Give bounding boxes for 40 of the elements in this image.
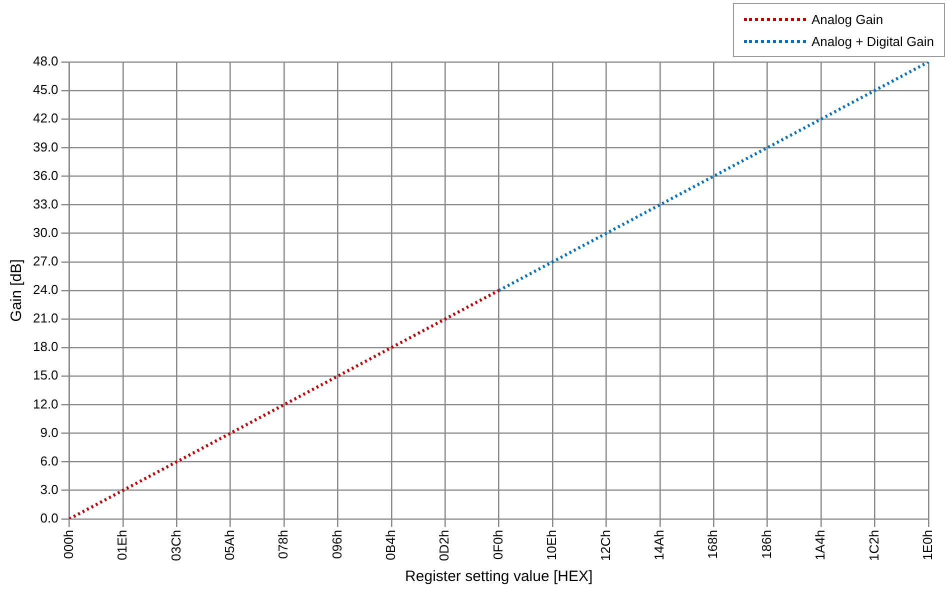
y-tick-label: 24.0 [32,282,58,298]
y-tick-label: 30.0 [32,224,58,240]
y-tick-label: 15.0 [32,368,58,383]
y-tick-label: 36.0 [32,168,58,183]
y-tick-label: 42.0 [32,110,58,126]
y-tick-label: 18.0 [32,339,58,354]
y-tick-label: 33.0 [32,196,58,212]
y-tick-label: 27.0 [32,253,58,268]
x-tick-label: 1A4h [812,530,828,560]
x-tick-label: 186h [758,530,774,559]
y-tick-label: 21.0 [32,310,58,326]
line-series [68,288,500,519]
x-tick-label: 0F0h [490,530,506,560]
x-tick-label: 01Eh [114,530,130,560]
y-tick-label: 45.0 [32,82,58,98]
x-tick-label: 168h [705,530,720,559]
x-tick-label: 05Ah [222,530,237,560]
legend-label: Analog Gain [812,12,884,26]
x-tick-label: 0B4h [383,530,398,560]
y-tick-label: 3.0 [40,482,58,497]
x-tick-label: 096h [329,530,344,559]
y-tick-label: 9.0 [40,424,58,440]
x-tick-label: 10Eh [544,530,560,560]
line-series [497,62,930,292]
y-tick-label: 6.0 [40,453,58,468]
x-tick-label: 03Ch [168,530,184,561]
x-tick-label: 1E0h [920,530,935,560]
legend-label: Analog + Digital Gain [812,34,934,48]
x-tick-label: 000h [60,530,76,559]
y-tick-label: 12.0 [32,396,58,412]
x-tick-label: 1C2h [866,530,882,561]
x-axis-title: Register setting value [HEX] [405,568,593,586]
y-tick-label: 39.0 [32,139,58,154]
y-tick-label: 48.0 [32,54,58,69]
x-tick-label: 14Ah [652,530,667,560]
x-tick-label: 12Ch [598,530,613,561]
x-tick-label: 078h [276,530,291,559]
y-tick-label: 0.0 [40,510,58,526]
y-axis-title: Gain [dB] [8,259,26,322]
x-tick-label: 0D2h [436,530,452,561]
